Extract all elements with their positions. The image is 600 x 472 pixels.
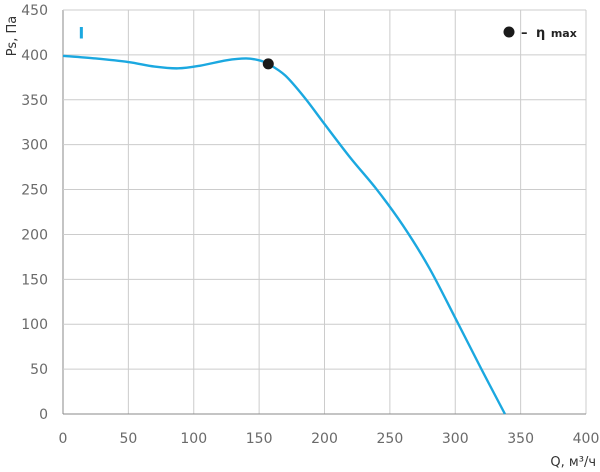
x-tick-label: 150 — [246, 431, 273, 447]
y-tick-label: 50 — [30, 362, 48, 378]
y-tick-label: 250 — [21, 183, 48, 199]
x-tick-label: 0 — [59, 431, 68, 447]
y-tick-label: 100 — [21, 317, 48, 333]
x-tick-labels: 0 50 100 150 200 250 300 350 400 — [59, 431, 600, 447]
x-tick-label: 250 — [377, 431, 404, 447]
legend-label: – η max — [521, 26, 577, 41]
x-tick-label: 100 — [180, 431, 207, 447]
eta-max-point — [262, 58, 274, 70]
series-line-I — [62, 54, 506, 415]
x-tick-label: 50 — [119, 431, 137, 447]
y-tick-labels: 0 50 100 150 200 250 300 350 400 450 — [21, 3, 48, 423]
legend-marker-dot — [503, 26, 515, 38]
legend-subscript: max — [551, 27, 577, 40]
x-tick-label: 300 — [442, 431, 469, 447]
legend-prefix: – — [521, 26, 528, 41]
y-tick-label: 200 — [21, 227, 48, 243]
y-tick-label: 350 — [21, 93, 48, 109]
y-axis-title: Ps, Па — [5, 16, 20, 56]
legend-eta: η — [536, 26, 545, 41]
y-tick-label: 300 — [21, 138, 48, 154]
legend: – η max — [503, 26, 577, 41]
x-axis-title: Q, м³/ч — [550, 455, 596, 470]
series-label: I — [78, 24, 84, 43]
grid — [62, 9, 587, 415]
x-tick-label: 400 — [573, 431, 600, 447]
y-tick-label: 450 — [21, 3, 48, 19]
x-tick-label: 200 — [311, 431, 338, 447]
y-tick-label: 400 — [21, 48, 48, 64]
x-tick-label: 350 — [507, 431, 534, 447]
y-tick-label: 150 — [21, 272, 48, 288]
series-group: I — [62, 24, 506, 415]
y-tick-label: 0 — [39, 407, 48, 423]
